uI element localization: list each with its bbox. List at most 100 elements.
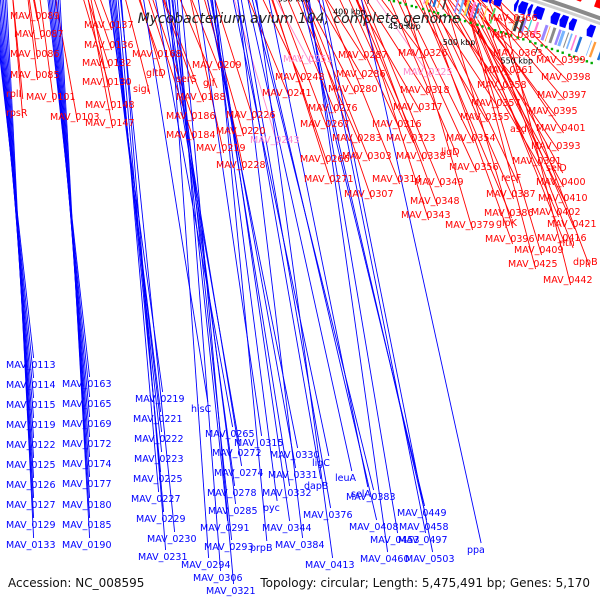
gene-label-reverse: MAV_0163	[62, 379, 112, 390]
inner-marker-dot	[463, 19, 467, 23]
inner-marker-dot	[534, 42, 537, 45]
inner-marker-dot	[487, 27, 490, 30]
gene-label-reverse: MAV_0278	[207, 488, 257, 499]
reverse-cog-bar	[425, 0, 430, 6]
gene-label-forward: MAV_0355	[460, 112, 510, 123]
reverse-cds-arrow	[493, 0, 503, 7]
gene-label-forward: MAV_0314	[372, 174, 422, 185]
gene-label-forward: gltD	[146, 68, 166, 79]
gene-label-forward: MAV_0251	[283, 54, 333, 65]
reverse-cog-bar	[588, 41, 597, 58]
scale-tick-label: 450 kbp	[388, 22, 421, 31]
reverse-label-connector	[112, 0, 163, 453]
forward-label-connector	[423, 0, 514, 245]
reverse-cog-bar	[520, 17, 528, 34]
reverse-cog-bar	[540, 24, 549, 41]
reverse-cds-arrow	[513, 0, 520, 12]
map-title: Mycobacterium avium 104, complete genome	[138, 11, 461, 27]
gene-label-forward: MAV_0386	[484, 208, 534, 219]
inner-marker-dot	[505, 32, 508, 35]
gene-label-reverse: MAV_0384	[275, 540, 325, 551]
forward-label-connector	[426, 0, 515, 200]
reverse-cds-arrow	[489, 0, 492, 4]
forward-label-connector	[466, 0, 566, 244]
gene-label-reverse: MAV_0230	[147, 534, 197, 545]
gene-label-reverse: MAV_0231	[138, 552, 188, 563]
scale-tick-label: 350 kbp	[278, 0, 311, 4]
forward-label-connector	[402, 0, 475, 144]
gene-label-forward: MAV_0086	[10, 49, 60, 60]
gene-label-reverse: MAV_0332	[262, 488, 312, 499]
forward-label-connector	[287, 0, 337, 114]
gene-label-forward: MAV_0087	[14, 29, 64, 40]
inner-marker-dot	[550, 47, 554, 51]
reverse-cds-arrow	[586, 24, 597, 38]
gene-label-forward: MAV_0101	[26, 92, 76, 103]
gene-label-forward: MAV_0184	[166, 130, 216, 141]
forward-label-connector	[462, 0, 560, 218]
gene-label-forward: MAV_0442	[543, 275, 593, 286]
gene-label-forward: MAV_0280	[328, 84, 378, 95]
reverse-cds-arrow	[559, 14, 570, 29]
gene-label-forward: MAV_0410	[538, 193, 588, 204]
reverse-label-connector	[6, 0, 35, 539]
gene-label-forward: MAV_0409	[514, 245, 564, 256]
scale-ticks: 100 kbp150 kbp200 kbp250 kbp300 kbp350 k…	[278, 0, 538, 66]
reverse-cog-bar	[562, 32, 570, 48]
backbone-shadow	[526, 0, 600, 26]
forward-label-connector	[28, 0, 39, 60]
gene-label-forward: MAV_0283	[332, 133, 382, 144]
gene-label-reverse: MAV_0315	[234, 438, 284, 449]
gene-label-forward: MAV_0188	[176, 92, 226, 103]
gene-label-reverse: MAV_0127	[6, 500, 56, 511]
forward-label-connector	[488, 0, 591, 268]
forward-label-connector	[419, 0, 513, 219]
reverse-cog-bar	[512, 15, 521, 32]
gene-label-reverse: MAV_0129	[6, 520, 56, 531]
gene-label-forward: MAV_0393	[531, 141, 581, 152]
forward-label-connector	[381, 0, 426, 59]
forward-label-connector	[326, 0, 366, 61]
reverse-label-connector	[115, 0, 160, 493]
reverse-label-connector	[318, 0, 427, 534]
gene-label-forward: MAV_0397	[537, 90, 587, 101]
gene-label-forward: MAV_0276	[308, 103, 358, 114]
gene-label-forward: rplI	[6, 89, 21, 100]
inner-marker-dot	[494, 29, 497, 32]
inner-marker-dot	[453, 16, 456, 20]
gene-label-forward: MAV_0103	[50, 112, 100, 123]
scale-tick-mark	[535, 47, 538, 54]
gene-label-forward: MAV_0243	[250, 135, 300, 146]
gene-label-forward: asd	[510, 124, 527, 135]
gene-label-forward: MAV_0267	[300, 119, 350, 130]
gene-label-reverse: leuA	[335, 473, 357, 484]
reverse-label-connector	[237, 0, 322, 480]
gene-label-reverse: MAV_0449	[397, 508, 447, 519]
forward-label-connector	[12, 0, 24, 119]
reverse-cds-arrow	[550, 11, 561, 26]
gene-label-forward: MAV_0338	[396, 151, 446, 162]
gene-label-reverse: MAV_0225	[133, 474, 183, 485]
reverse-label-connector	[169, 0, 210, 559]
reverse-cog-bar	[570, 34, 577, 51]
gene-label-forward: dppB	[573, 257, 598, 268]
gene-label-forward: MAV_0226	[226, 110, 276, 121]
inner-marker-dot	[561, 51, 564, 54]
inner-marker-dot	[476, 23, 479, 26]
inner-marker-dot	[443, 13, 446, 17]
forward-label-connector	[431, 0, 519, 184]
forward-cds-arrow	[594, 0, 600, 9]
gene-label-reverse: MAV_0190	[62, 540, 112, 551]
gene-label-reverse: MAV_0503	[405, 554, 455, 565]
gene-label-forward: MAV_0317	[393, 102, 443, 113]
forward-label-connector	[163, 0, 205, 103]
reverse-label-connector	[237, 0, 304, 539]
gene-label-reverse: ppa	[467, 545, 485, 556]
gene-label-reverse: MAV_0330	[270, 450, 320, 461]
gene-label-forward: MAV_0286	[336, 69, 386, 80]
gene-label-forward: MAV_0343	[401, 210, 451, 221]
reverse-label-connector	[207, 0, 299, 449]
gene-label-reverse: MAV_0126	[6, 480, 56, 491]
scale-tick-mark	[477, 28, 480, 35]
reverse-cog-bar	[458, 0, 465, 15]
